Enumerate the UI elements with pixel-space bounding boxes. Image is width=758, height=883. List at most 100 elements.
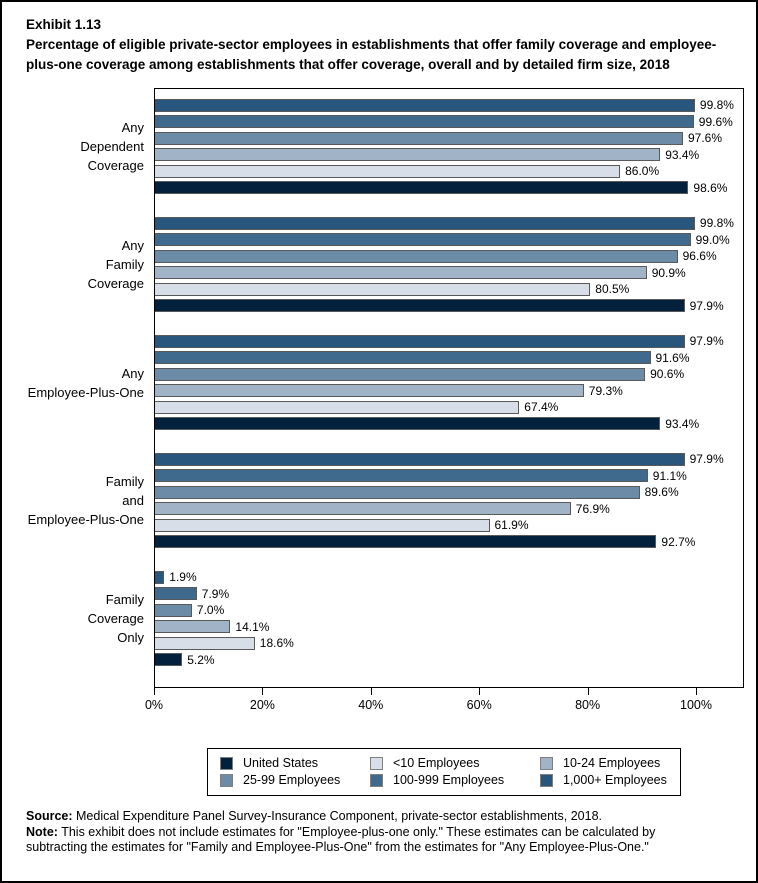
- category-group-family-coverage-only: Family Coverage Only 1.9% 7.9% 7.0% 14.1% 18.6%…: [2, 569, 744, 668]
- bar-row-1-000-employees: 97.9%: [154, 333, 743, 350]
- bar-row-10-employees: 18.6%: [154, 635, 743, 652]
- bar-value-label: 7.0%: [196, 603, 225, 618]
- bar-row-10-employees: 67.4%: [154, 399, 743, 416]
- bar-1-000-employees: [154, 98, 695, 112]
- bar-value-label: 97.6%: [688, 131, 723, 146]
- legend-item-10-employees: <10 Employees: [370, 756, 540, 770]
- bar-row-10-24-employees: 76.9%: [154, 501, 743, 518]
- bar-25-99-employees: [154, 485, 640, 499]
- legend-label: 100-999 Employees: [393, 773, 505, 787]
- bar-value-label: 91.6%: [655, 350, 690, 365]
- legend-label: 25-99 Employees: [243, 773, 341, 787]
- bar-united-states: [154, 181, 689, 195]
- bar-row-25-99-employees: 90.6%: [154, 366, 743, 383]
- bar-row-1-000-employees: 97.9%: [154, 451, 743, 468]
- legend-item-100-999-employees: 100-999 Employees: [370, 773, 540, 787]
- bar-10-employees: [154, 400, 520, 414]
- category-group-any-dependent-coverage: Any Dependent Coverage 99.8% 99.6% 97.6% 93.4%…: [2, 97, 744, 196]
- bar-row-10-24-employees: 14.1%: [154, 619, 743, 636]
- bar-10-24-employees: [154, 502, 571, 516]
- legend-label: 1,000+ Employees: [563, 773, 667, 787]
- exhibit-number: Exhibit 1.13: [26, 17, 102, 32]
- bar-1-000-employees: [154, 452, 685, 466]
- bar-value-label: 99.0%: [695, 232, 730, 247]
- bar-value-label: 1.9%: [169, 570, 197, 585]
- bar-1-000-employees: [154, 216, 695, 230]
- bar-row-10-employees: 80.5%: [154, 281, 743, 298]
- category-label: Any Dependent Coverage: [80, 120, 144, 173]
- legend-swatch-25-99-employees: [220, 773, 233, 787]
- legend-item-united-states: United States: [220, 756, 370, 770]
- bar-row-25-99-employees: 7.0%: [154, 602, 743, 619]
- bar-10-24-employees: [154, 266, 647, 280]
- bar-value-label: 99.6%: [698, 114, 733, 129]
- legend-item-1-000-employees: 1,000+ Employees: [540, 773, 680, 787]
- bar-value-label: 7.9%: [201, 586, 230, 601]
- bars: 97.9% 91.1% 89.6% 76.9% 61.9% 92.7%: [154, 451, 743, 550]
- bar-10-employees: [154, 636, 255, 650]
- bar-row-100-999-employees: 91.6%: [154, 350, 743, 367]
- legend-label: 10-24 Employees: [563, 756, 661, 770]
- bar-value-label: 18.6%: [259, 636, 294, 651]
- bar-value-label: 61.9%: [494, 518, 529, 533]
- category-label: Family and Employee-Plus-One: [27, 474, 144, 527]
- bar-value-label: 97.9%: [689, 334, 724, 349]
- bar-row-10-24-employees: 93.4%: [154, 147, 743, 164]
- bar-25-99-employees: [154, 603, 192, 617]
- footnotes: Source: Medical Expenditure Panel Survey…: [26, 809, 702, 856]
- x-axis-tick: [262, 688, 264, 695]
- bar-value-label: 99.8%: [699, 216, 734, 231]
- legend-swatch-10-employees: [370, 756, 383, 770]
- bar-row-10-employees: 86.0%: [154, 163, 743, 180]
- bar-100-999-employees: [154, 469, 648, 483]
- bar-row-100-999-employees: 99.0%: [154, 232, 743, 249]
- bar-10-24-employees: [154, 384, 584, 398]
- bar-row-1-000-employees: 99.8%: [154, 97, 743, 114]
- bar-100-999-employees: [154, 587, 197, 601]
- bar-value-label: 80.5%: [595, 282, 630, 297]
- bar-row-25-99-employees: 96.6%: [154, 248, 743, 265]
- legend-label: <10 Employees: [393, 756, 480, 770]
- bar-value-label: 90.6%: [650, 367, 685, 382]
- bar-row-100-999-employees: 91.1%: [154, 468, 743, 485]
- bar-row-1-000-employees: 99.8%: [154, 215, 743, 232]
- note-text: This exhibit does not include estimates …: [26, 824, 656, 855]
- bar-1-000-employees: [154, 570, 165, 584]
- legend: United States <10 Employees 10-24 Employee…: [207, 748, 681, 796]
- x-axis-tick: [370, 688, 372, 695]
- bar-25-99-employees: [154, 367, 646, 381]
- bar-10-employees: [154, 282, 591, 296]
- bar-row-1-000-employees: 1.9%: [154, 569, 743, 586]
- bar-row-100-999-employees: 99.6%: [154, 114, 743, 131]
- bar-row-25-99-employees: 89.6%: [154, 484, 743, 501]
- bar-value-label: 97.9%: [689, 452, 724, 467]
- bar-value-label: 86.0%: [625, 164, 660, 179]
- bar-value-label: 79.3%: [588, 383, 623, 398]
- bar-row-united-states: 97.9%: [154, 298, 743, 315]
- x-axis-tick-label: 60%: [466, 698, 492, 712]
- x-axis-tick: [696, 688, 697, 695]
- bar-value-label: 14.1%: [235, 619, 270, 634]
- bars: 99.8% 99.6% 97.6% 93.4% 86.0% 98.6%: [154, 97, 743, 196]
- bar-25-99-employees: [154, 249, 678, 263]
- bar-100-999-employees: [154, 351, 651, 365]
- bar-value-label: 67.4%: [524, 400, 559, 415]
- bar-row-10-employees: 61.9%: [154, 517, 743, 534]
- bar-united-states: [154, 653, 183, 667]
- bar-10-24-employees: [154, 148, 661, 162]
- category-group-family-and-employee-plus-one: Family and Employee-Plus-One 97.9% 91.1% 89.6…: [2, 451, 744, 550]
- bar-united-states: [154, 299, 685, 313]
- bar-row-united-states: 92.7%: [154, 534, 743, 551]
- bar-united-states: [154, 535, 657, 549]
- bar-row-united-states: 93.4%: [154, 416, 743, 433]
- x-axis-tick-label: 80%: [575, 698, 601, 712]
- bar-10-employees: [154, 518, 490, 532]
- bar-1-000-employees: [154, 334, 685, 348]
- x-axis-tick-label: 40%: [358, 698, 384, 712]
- bar-value-label: 90.9%: [651, 265, 686, 280]
- legend-item-10-24-employees: 10-24 Employees: [540, 756, 680, 770]
- chart-title: Percentage of eligible private-sector em…: [26, 37, 717, 72]
- plot-groups: Any Dependent Coverage 99.8% 99.6% 97.6% 93.4%…: [2, 88, 744, 668]
- bar-value-label: 91.1%: [652, 468, 687, 483]
- bar-value-label: 99.8%: [699, 98, 734, 113]
